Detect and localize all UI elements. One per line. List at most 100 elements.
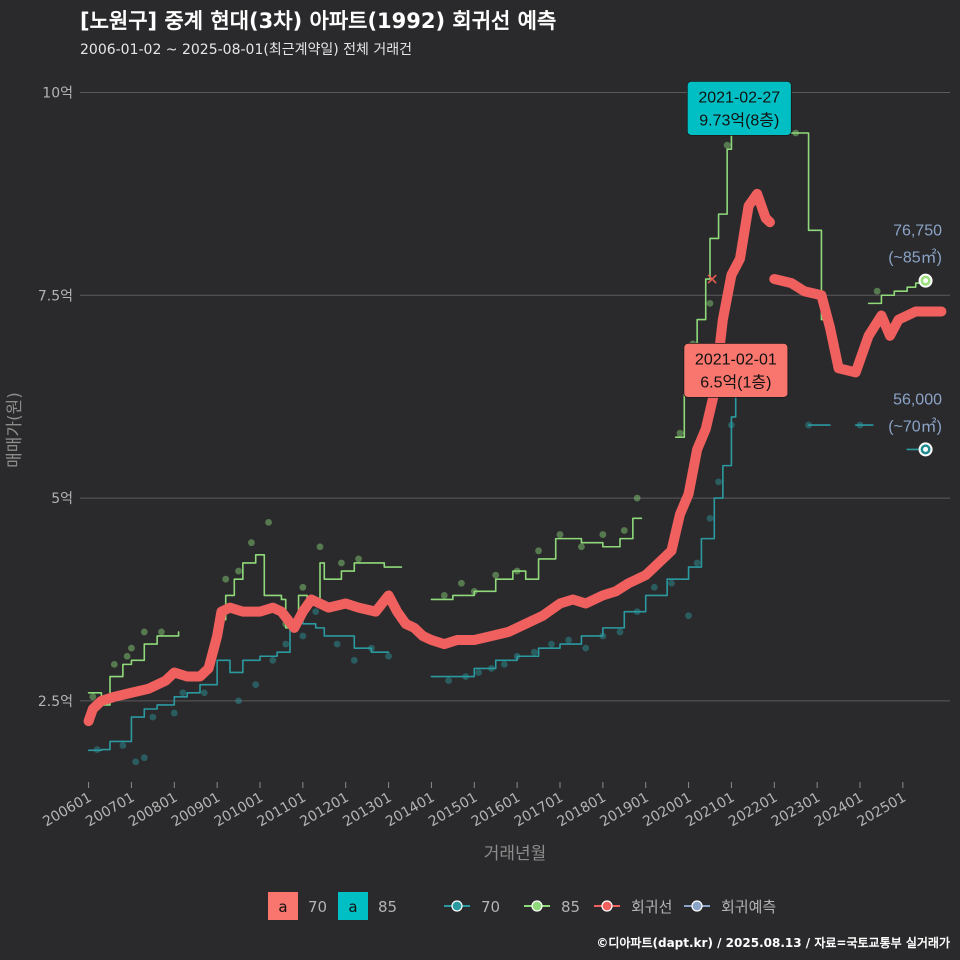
scatter-point-70	[149, 713, 157, 721]
scatter-point-70	[333, 640, 341, 648]
end-label-area: (~70㎡)	[888, 417, 942, 435]
end-point-center-1	[923, 446, 929, 452]
scatter-point-70	[693, 559, 701, 567]
scatter-point-85	[123, 652, 131, 660]
series-line-seg-85	[430, 517, 643, 601]
scatter-point-85	[458, 579, 465, 587]
series-line-regression	[83, 188, 775, 727]
legend-area-letter: a	[278, 898, 287, 916]
y-axis-ticks: 2.5억 5억 7.5억 10억	[38, 85, 73, 709]
scatter-point-85	[140, 628, 148, 636]
scatter-point-85	[676, 429, 684, 437]
x-tick-label: 200801	[126, 790, 180, 831]
series-line-seg-85	[87, 631, 180, 706]
x-axis-ticks: 2006012007012008012009012010012011012012…	[40, 782, 909, 830]
cross-marker	[707, 274, 717, 284]
series-line-regression	[769, 274, 947, 378]
scatter-point-85	[873, 287, 881, 295]
annotation-price: 9.73억(8층)	[699, 111, 779, 129]
scatter-point-70	[475, 669, 482, 676]
x-axis-title: 거래년월	[484, 844, 547, 864]
legend-line-label: 85	[561, 898, 580, 916]
scatter-point-70	[500, 660, 508, 668]
legend-line-dot	[531, 900, 543, 912]
scatter-point-70	[565, 636, 572, 644]
scatter-point-85	[128, 644, 135, 652]
legend-line-label: 70	[481, 898, 500, 916]
scatter-point-85	[723, 141, 731, 149]
x-tick-label: 200701	[83, 790, 137, 831]
x-tick-label: 201101	[255, 790, 309, 831]
legend: a 70 a 85 70 85 회귀선 회귀예측	[268, 892, 776, 920]
chart-subtitle: 2006-01-02 ~ 2025-08-01(최근계약일) 전체 거래건	[80, 42, 412, 58]
y-tick-label: 7.5억	[38, 288, 73, 304]
legend-line-dot	[451, 900, 463, 912]
end-label-value: 76,750	[893, 223, 942, 240]
y-axis-title: 매매가(원)	[5, 392, 25, 468]
series-line-seg-70	[430, 375, 750, 678]
scatter-point-70	[132, 758, 140, 766]
scatter-point-85	[235, 567, 242, 575]
scatter-point-70	[530, 648, 538, 656]
annotations: 76,750 (~85㎡) 56,000 (~70㎡) 2021-02-27 9.73억(…	[683, 80, 942, 457]
grid-lines	[80, 91, 950, 702]
scatter-point-85	[440, 592, 448, 599]
scatter-point-85	[633, 494, 641, 502]
series-line-seg-85	[216, 554, 403, 629]
annotation-box	[686, 80, 792, 136]
x-tick-label: 202401	[812, 790, 866, 831]
y-tick-label: 10억	[42, 85, 73, 101]
x-tick-label: 200601	[40, 790, 94, 831]
scatter-point-70	[282, 640, 290, 648]
scatter-point-70	[582, 644, 590, 652]
scatter-point-85	[222, 575, 230, 583]
end-label-area: (~85㎡)	[888, 249, 942, 267]
scatter-point-70	[685, 612, 692, 620]
x-tick-label: 201501	[426, 790, 480, 831]
scatter-point-85	[89, 693, 97, 701]
x-tick-label: 201201	[297, 790, 351, 831]
series-line-seg-70	[87, 618, 390, 752]
legend-line-dot	[601, 900, 613, 912]
annotation-date: 2021-02-27	[698, 89, 780, 106]
scatter-point-85	[706, 299, 714, 307]
scatter-point-70	[252, 681, 260, 689]
scatter-point-85	[248, 539, 255, 547]
x-tick-label: 202301	[769, 790, 823, 831]
legend-area-key	[338, 892, 368, 920]
x-tick-label: 202101	[683, 790, 737, 831]
scatter-point-70	[119, 742, 127, 749]
annotation-price: 6.5억(1층)	[700, 373, 771, 391]
legend-area-key	[268, 892, 298, 920]
scatter-point-85	[299, 583, 307, 591]
legend-area-letter: a	[348, 898, 357, 916]
legend-area-label: 85	[378, 898, 397, 916]
legend-line-label: 회귀선	[631, 898, 672, 916]
x-tick-label: 201801	[555, 790, 609, 831]
scatter-point-70	[299, 632, 307, 640]
annotation-box	[683, 342, 789, 398]
x-tick-label: 201401	[383, 790, 437, 831]
series-line-seg-85	[867, 279, 926, 305]
scatter-point-70	[200, 689, 208, 697]
scatter-point-70	[616, 628, 624, 636]
scatter-point-70	[93, 746, 101, 753]
scatter-point-85	[355, 555, 362, 563]
scatter-point-70	[668, 579, 675, 587]
y-tick-label: 5억	[51, 491, 73, 507]
x-tick-label: 201901	[597, 790, 651, 831]
scatter-point-70	[350, 656, 358, 664]
x-tick-label: 200901	[169, 790, 223, 831]
x-tick-label: 202501	[855, 790, 909, 831]
legend-area-label: 70	[308, 898, 327, 916]
scatter-point-70	[445, 677, 452, 684]
scatter-point-85	[599, 531, 607, 538]
legend-line-label: 회귀예측	[721, 898, 776, 916]
scatter-point-85	[578, 543, 585, 551]
scatter-point-70	[179, 689, 187, 697]
scatter-point-70	[269, 656, 277, 664]
chart-title: [노원구] 중계 현대(3차) 아파트(1992) 회귀선 예측	[80, 9, 556, 33]
y-tick-label: 2.5억	[38, 694, 73, 710]
scatter-point-85	[265, 519, 272, 526]
